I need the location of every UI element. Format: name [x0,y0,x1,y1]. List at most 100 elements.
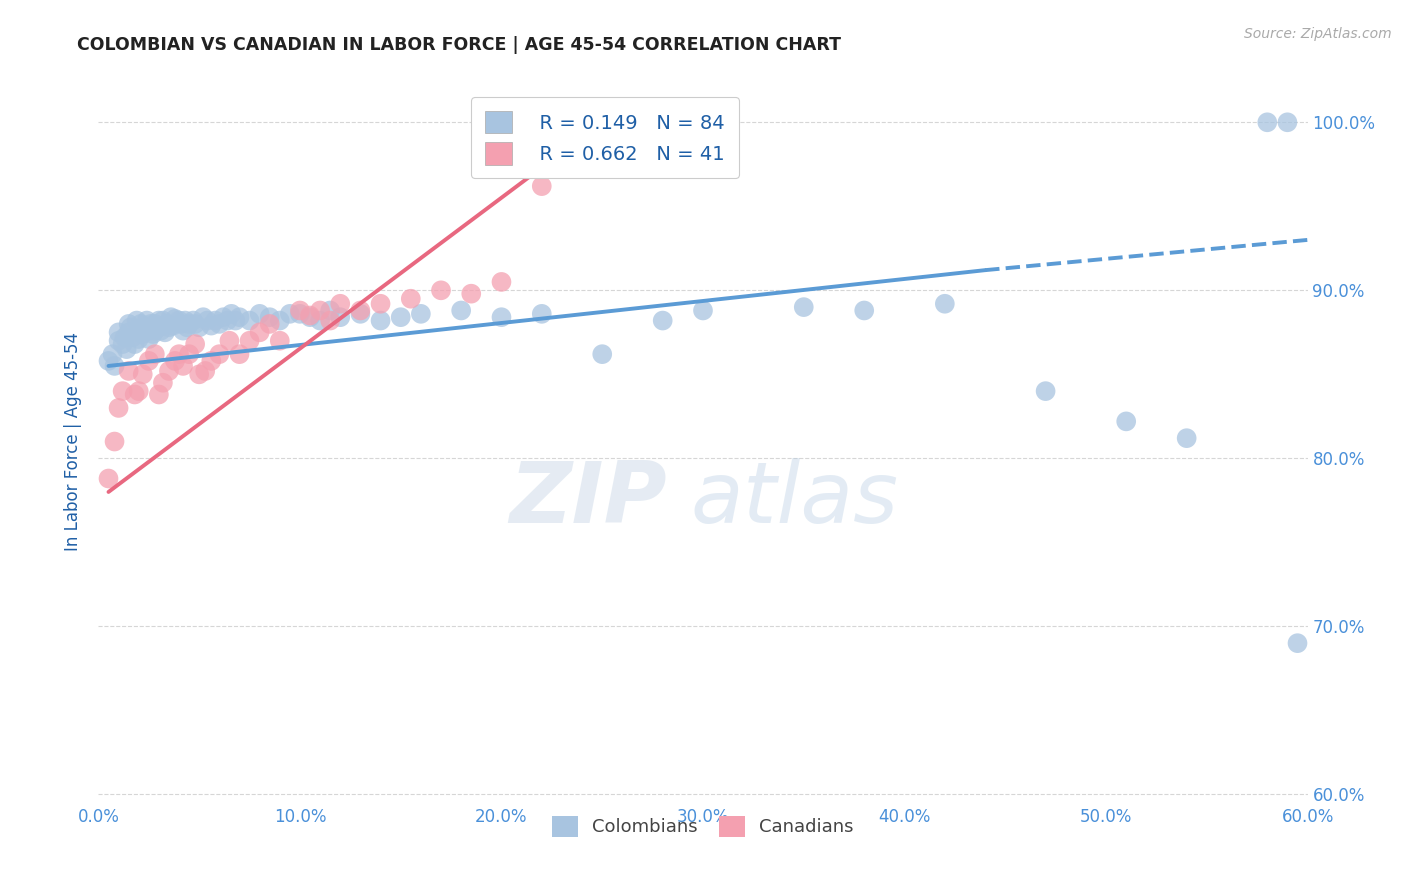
Point [132,326,155,341]
Point [170,317,193,331]
Point [1256,115,1278,129]
Point [176,320,198,334]
Point [491,275,513,289]
Point [217,313,239,327]
Point [181,313,204,327]
Point [101,347,124,361]
Point [160,310,183,325]
Point [103,359,125,373]
Point [200,318,222,333]
Point [149,324,172,338]
Point [450,303,472,318]
Point [228,347,250,361]
Point [221,307,243,321]
Point [103,434,125,449]
Point [139,317,162,331]
Point [299,310,322,325]
Point [430,283,453,297]
Point [124,387,146,401]
Point [249,326,271,340]
Point [132,368,155,382]
Point [1175,431,1198,445]
Point [208,317,231,331]
Point [138,324,160,338]
Point [188,368,211,382]
Point [188,320,211,334]
Point [172,324,194,338]
Point [148,320,170,334]
Point [148,387,170,401]
Point [288,303,311,318]
Point [97,354,120,368]
Point [121,330,143,344]
Point [793,300,815,314]
Point [208,347,231,361]
Legend: Colombians, Canadians: Colombians, Canadians [543,807,863,846]
Point [309,303,332,318]
Text: ZIP: ZIP [509,458,666,541]
Point [118,364,141,378]
Point [124,337,146,351]
Point [934,297,956,311]
Point [142,326,165,341]
Text: Source: ZipAtlas.com: Source: ZipAtlas.com [1244,27,1392,41]
Point [111,337,134,351]
Point [138,332,160,346]
Point [399,292,422,306]
Point [319,313,342,327]
Point [1035,384,1057,398]
Point [530,307,553,321]
Point [370,313,392,327]
Point [179,317,201,331]
Point [259,310,281,325]
Point [591,347,613,361]
Point [269,334,291,348]
Point [204,313,226,327]
Point [97,471,120,485]
Point [1277,115,1299,129]
Point [853,303,876,318]
Point [148,313,170,327]
Point [319,303,342,318]
Point [591,115,613,129]
Text: COLOMBIAN VS CANADIAN IN LABOR FORCE | AGE 45-54 CORRELATION CHART: COLOMBIAN VS CANADIAN IN LABOR FORCE | A… [77,36,841,54]
Point [163,354,186,368]
Point [349,303,371,318]
Point [239,334,262,348]
Point [224,313,246,327]
Point [134,320,156,334]
Point [212,310,235,325]
Point [218,334,240,348]
Point [135,313,157,327]
Point [200,354,222,368]
Point [269,313,291,327]
Point [152,376,174,390]
Point [278,307,301,321]
Point [194,364,217,378]
Point [111,384,134,398]
Point [152,313,174,327]
Point [1286,636,1309,650]
Point [530,179,553,194]
Point [195,313,218,327]
Point [120,320,142,334]
Point [153,326,176,340]
Point [157,320,180,334]
Point [329,310,352,325]
Point [128,324,150,338]
Point [1115,414,1137,428]
Point [172,359,194,373]
Point [107,326,129,340]
Point [125,313,148,327]
Point [239,313,262,327]
Point [107,334,129,348]
Point [167,347,190,361]
Point [128,384,150,398]
Text: atlas: atlas [690,458,898,541]
Point [163,311,186,326]
Point [143,324,166,338]
Point [143,317,166,331]
Point [114,330,136,344]
Point [184,317,207,331]
Point [162,318,184,333]
